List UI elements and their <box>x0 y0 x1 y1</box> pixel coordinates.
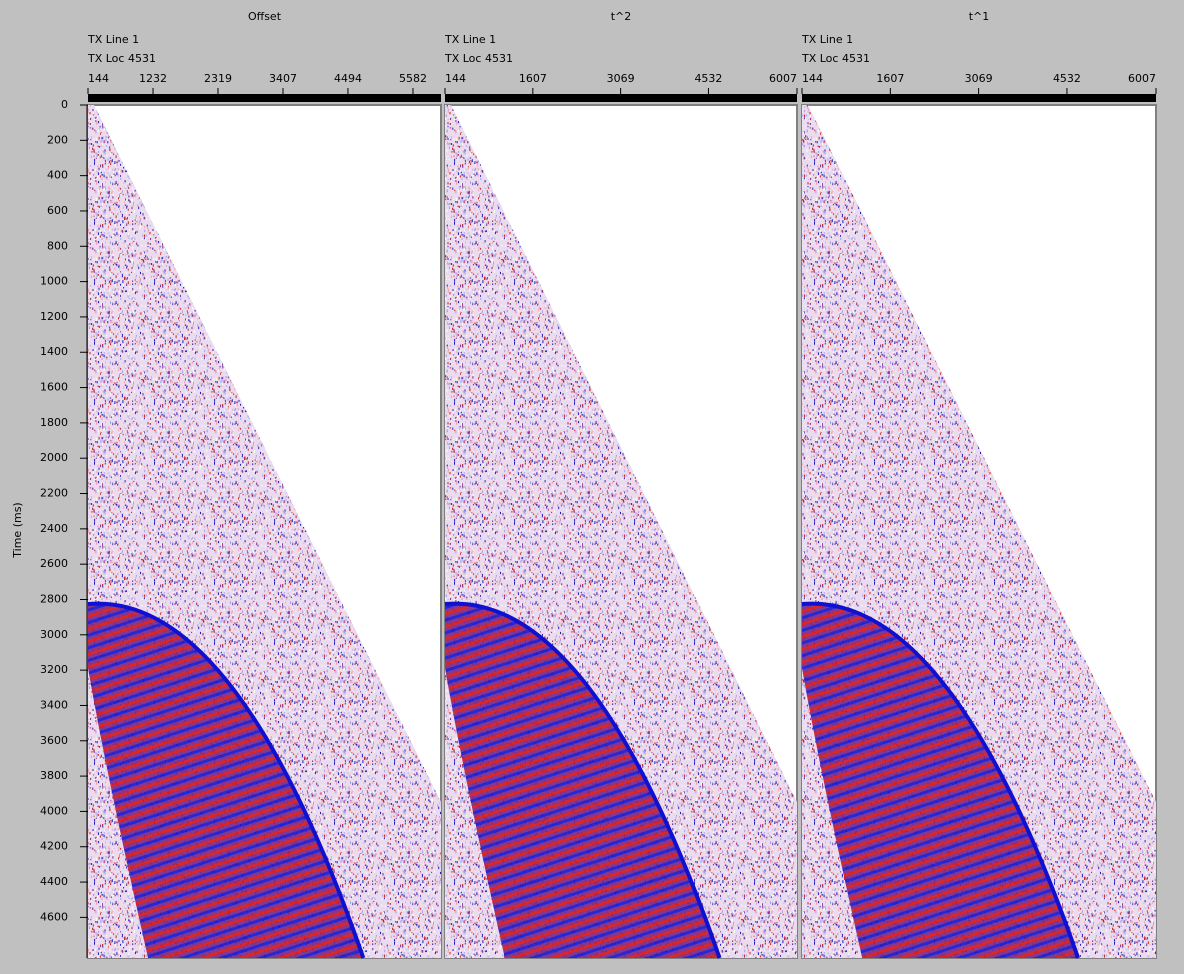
axis-bar <box>445 94 797 102</box>
x-tick-label: 1607 <box>519 72 547 85</box>
x-tick-label: 2319 <box>204 72 232 85</box>
y-tick-label: 2200 <box>40 487 68 500</box>
header-line: TX Loc 4531 <box>444 52 513 65</box>
header-line: TX Line 1 <box>444 33 496 46</box>
x-tick-label: 3069 <box>607 72 635 85</box>
panel-title: Offset <box>248 10 282 23</box>
x-tick-label: 144 <box>88 72 109 85</box>
y-tick-label: 3800 <box>40 769 68 782</box>
y-tick-label: 2600 <box>40 557 68 570</box>
x-tick-label: 144 <box>802 72 823 85</box>
panel-title: t^2 <box>611 10 632 23</box>
y-tick-label: 3400 <box>40 698 68 711</box>
panel-title: t^1 <box>969 10 990 23</box>
y-tick-label: 600 <box>47 204 68 217</box>
x-tick-label: 6007 <box>1128 72 1156 85</box>
y-axis-label: Time (ms) <box>11 502 24 558</box>
x-tick-label: 6007 <box>769 72 797 85</box>
y-tick-label: 3600 <box>40 734 68 747</box>
y-tick-label: 4000 <box>40 804 68 817</box>
y-tick-label: 3200 <box>40 663 68 676</box>
x-tick-label: 4532 <box>1053 72 1081 85</box>
y-tick-label: 1400 <box>40 345 68 358</box>
y-tick-label: 4400 <box>40 875 68 888</box>
header-line: TX Loc 4531 <box>87 52 156 65</box>
x-tick-label: 1607 <box>876 72 904 85</box>
header-line: TX Line 1 <box>87 33 139 46</box>
header-line: TX Line 1 <box>801 33 853 46</box>
x-tick-label: 1232 <box>139 72 167 85</box>
y-tick-label: 1200 <box>40 310 68 323</box>
x-tick-label: 4494 <box>334 72 362 85</box>
y-tick-label: 4200 <box>40 840 68 853</box>
y-tick-label: 0 <box>61 98 68 111</box>
x-tick-label: 3407 <box>269 72 297 85</box>
y-tick-label: 200 <box>47 133 68 146</box>
axis-bar <box>88 94 441 102</box>
axis-bar <box>802 94 1156 102</box>
y-tick-label: 800 <box>47 239 68 252</box>
y-tick-label: 2400 <box>40 522 68 535</box>
y-tick-label: 1000 <box>40 275 68 288</box>
seismic-display: Offset TX Line 1 TX Loc 4531 144 1232 2319 340… <box>0 0 1184 974</box>
x-tick-label: 3069 <box>965 72 993 85</box>
y-tick-label: 2000 <box>40 451 68 464</box>
x-tick-label: 144 <box>445 72 466 85</box>
x-tick-label: 5582 <box>399 72 427 85</box>
y-tick-label: 4600 <box>40 910 68 923</box>
y-tick-label: 2800 <box>40 592 68 605</box>
y-tick-label: 1800 <box>40 416 68 429</box>
y-tick-label: 3000 <box>40 628 68 641</box>
y-tick-label: 1600 <box>40 381 68 394</box>
y-tick-label: 400 <box>47 169 68 182</box>
header-line: TX Loc 4531 <box>801 52 870 65</box>
x-tick-label: 4532 <box>694 72 722 85</box>
